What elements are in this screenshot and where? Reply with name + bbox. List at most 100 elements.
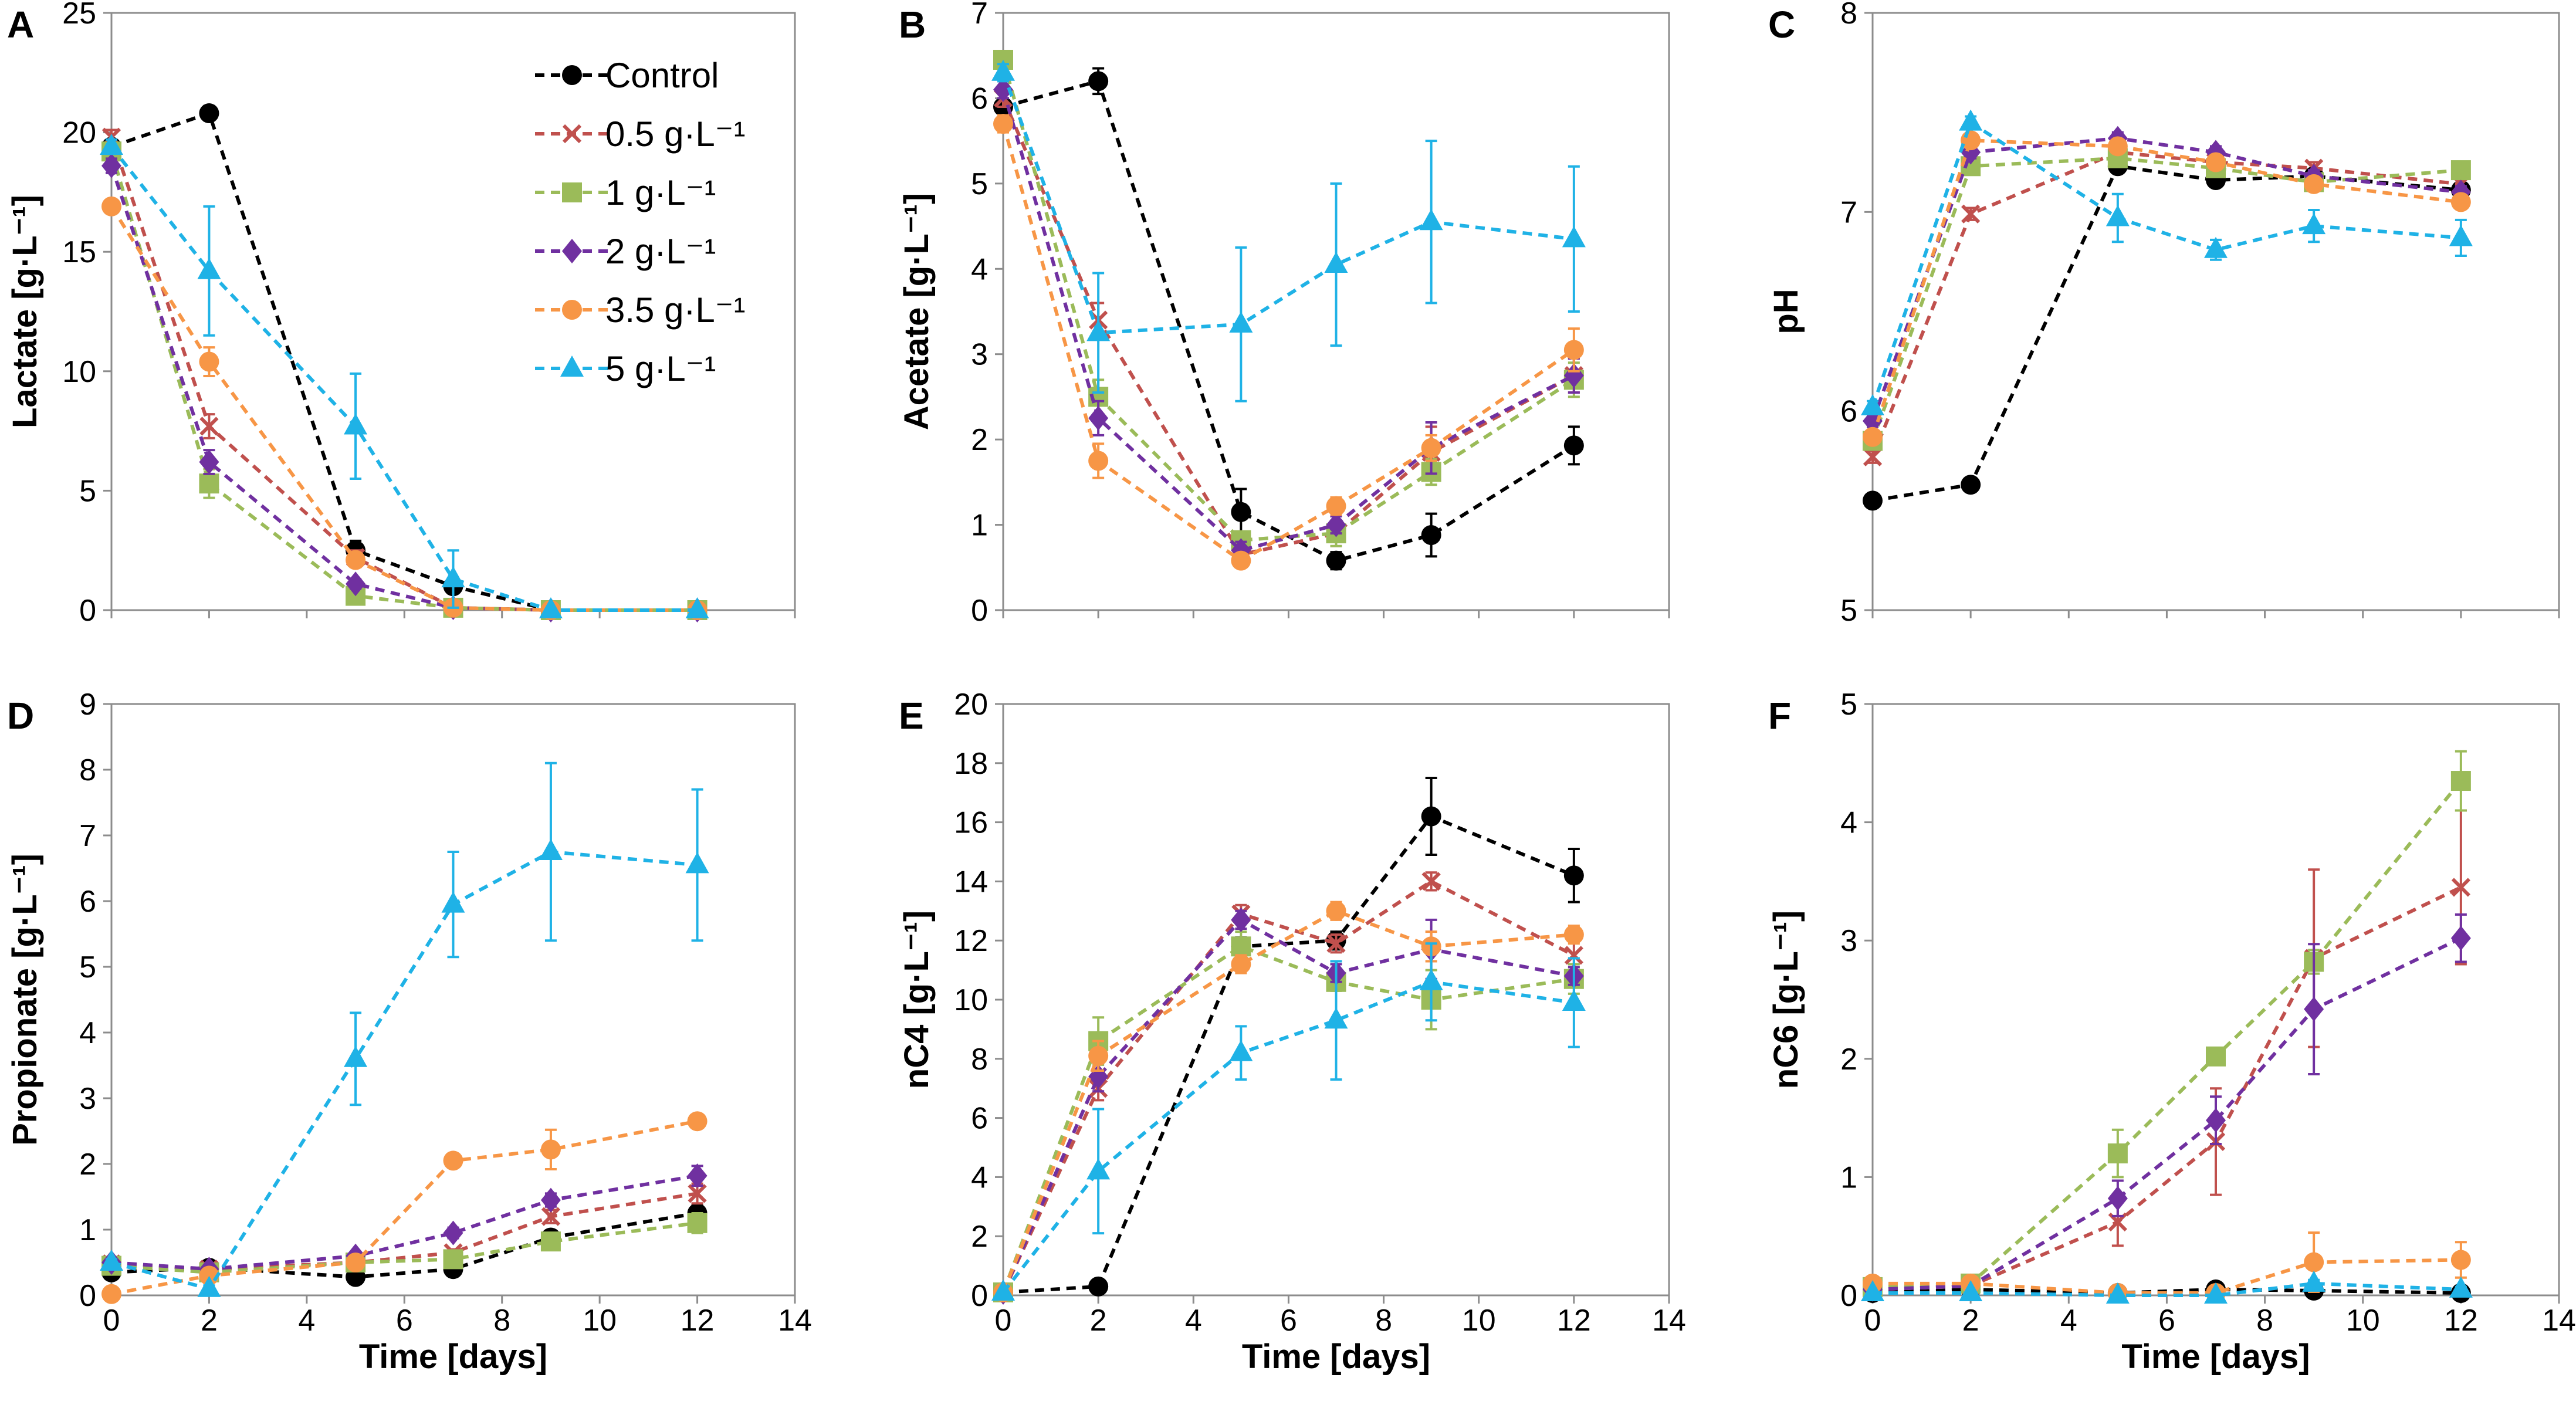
data-point bbox=[1564, 946, 1583, 965]
data-point bbox=[2206, 1046, 2226, 1067]
series-line bbox=[111, 849, 698, 1291]
y-tick-label: 4 bbox=[1840, 806, 1857, 840]
series-d35 bbox=[993, 114, 1584, 571]
data-point bbox=[443, 1150, 463, 1171]
data-point bbox=[2206, 1108, 2226, 1133]
x-tick-label: 12 bbox=[681, 1304, 715, 1338]
y-axis-title: Propionate [g·L⁻¹] bbox=[6, 854, 44, 1146]
y-tick-label: 0 bbox=[1840, 1279, 1857, 1313]
series-line bbox=[110, 165, 698, 612]
data-point bbox=[540, 1231, 561, 1252]
x-tick-label: 12 bbox=[2444, 1304, 2478, 1338]
series-d5 bbox=[100, 134, 709, 618]
legend-item-d1: 1 g·L⁻¹ bbox=[535, 173, 716, 212]
y-tick-label: 20 bbox=[62, 116, 96, 150]
data-point bbox=[991, 1279, 1015, 1301]
y-tick-label: 5 bbox=[79, 950, 96, 984]
series-line bbox=[1001, 123, 1575, 563]
data-point bbox=[199, 1265, 219, 1286]
y-tick-label: 8 bbox=[79, 753, 96, 787]
series-d35 bbox=[1863, 1231, 2471, 1303]
x-tick-label: 6 bbox=[2158, 1304, 2175, 1338]
data-point bbox=[443, 1220, 463, 1245]
y-tick-label: 18 bbox=[954, 747, 988, 781]
data-point bbox=[1562, 990, 1586, 1011]
series-line bbox=[1003, 814, 1575, 1294]
data-point bbox=[344, 413, 368, 435]
data-point bbox=[1231, 907, 1251, 932]
data-point bbox=[539, 839, 563, 860]
y-tick-label: 5 bbox=[1840, 594, 1857, 628]
y-axis-title: Acetate [g·L⁻¹] bbox=[898, 193, 936, 430]
y-tick-label: 2 bbox=[1840, 1043, 1857, 1077]
series-line bbox=[1871, 150, 2462, 458]
data-point bbox=[1421, 438, 1441, 458]
series-line bbox=[110, 151, 698, 612]
data-point bbox=[1326, 934, 1346, 953]
series-line bbox=[1871, 120, 2462, 408]
data-point bbox=[1419, 209, 1443, 231]
x-tick-label: 8 bbox=[493, 1304, 510, 1338]
data-point bbox=[2450, 160, 2471, 181]
data-point bbox=[101, 153, 121, 178]
series-line bbox=[1001, 879, 1575, 1294]
plot-frame bbox=[1002, 12, 1670, 611]
legend-marker bbox=[562, 300, 582, 320]
legend-item-d35: 3.5 g·L⁻¹ bbox=[535, 290, 745, 330]
series-line bbox=[1872, 936, 2462, 1291]
y-tick-label: 7 bbox=[971, 0, 988, 31]
y-tick-label: 9 bbox=[79, 688, 96, 722]
data-point bbox=[540, 1139, 561, 1160]
y-tick-label: 14 bbox=[954, 865, 988, 899]
data-point bbox=[1421, 872, 1441, 891]
y-axis-title: nC6 [g·L⁻¹] bbox=[1767, 911, 1805, 1089]
x-tick-label: 2 bbox=[1090, 1304, 1107, 1338]
plot-frame bbox=[1871, 12, 2560, 611]
x-tick-label: 6 bbox=[1280, 1304, 1297, 1338]
y-tick-label: 6 bbox=[79, 885, 96, 919]
data-point bbox=[1563, 925, 1584, 945]
x-tick-label: 10 bbox=[2346, 1304, 2380, 1338]
data-point bbox=[199, 103, 219, 124]
data-point bbox=[2304, 997, 2324, 1022]
series-line bbox=[1001, 72, 1575, 335]
series-line bbox=[1001, 944, 1575, 1294]
data-point bbox=[1088, 1276, 1109, 1297]
data-point bbox=[1563, 363, 1584, 388]
panel-letter: C bbox=[1768, 4, 1795, 46]
data-point bbox=[1563, 340, 1584, 360]
y-tick-label: 15 bbox=[62, 235, 96, 269]
series-line bbox=[1001, 59, 1575, 542]
panel-C: 5 6 7 8 pH C bbox=[1767, 0, 2560, 628]
data-point bbox=[1562, 226, 1586, 248]
y-axis-title: pH bbox=[1767, 289, 1805, 334]
data-point bbox=[2204, 236, 2228, 258]
series-line bbox=[1001, 909, 1575, 1294]
y-tick-label: 8 bbox=[1840, 0, 1857, 31]
data-point bbox=[101, 196, 121, 216]
data-point bbox=[2204, 1282, 2228, 1304]
x-tick-label: 8 bbox=[1375, 1304, 1392, 1338]
data-point bbox=[197, 258, 221, 279]
x-axis-title: Time [days] bbox=[1242, 1338, 1430, 1376]
data-point bbox=[101, 1284, 121, 1304]
y-tick-label: 3 bbox=[971, 338, 988, 372]
series-line bbox=[110, 205, 698, 612]
data-point bbox=[2302, 213, 2326, 235]
series-line bbox=[111, 1119, 698, 1296]
series-d35 bbox=[101, 1111, 708, 1304]
legend-marker bbox=[562, 124, 582, 144]
y-tick-label: 5 bbox=[79, 474, 96, 508]
series-line bbox=[111, 1221, 698, 1274]
data-point bbox=[1088, 405, 1109, 431]
data-point bbox=[1326, 496, 1346, 516]
panel-letter: F bbox=[1768, 695, 1791, 737]
series-line bbox=[1001, 980, 1575, 1294]
y-tick-label: 3 bbox=[79, 1082, 96, 1116]
y-tick-label: 1 bbox=[79, 1213, 96, 1247]
series-d5 bbox=[991, 942, 1586, 1301]
x-tick-label: 4 bbox=[1185, 1304, 1202, 1338]
data-point bbox=[1959, 1280, 1983, 1301]
data-point bbox=[540, 1187, 561, 1213]
